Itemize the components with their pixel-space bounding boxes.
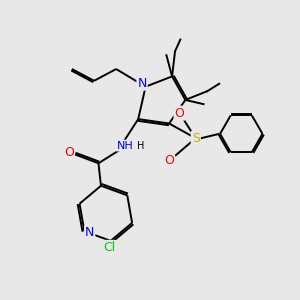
Text: O: O bbox=[175, 107, 184, 120]
Text: O: O bbox=[64, 146, 74, 159]
Text: S: S bbox=[192, 132, 200, 145]
Text: N: N bbox=[85, 226, 94, 239]
Text: O: O bbox=[164, 154, 174, 167]
Text: NH: NH bbox=[117, 141, 133, 151]
Text: N: N bbox=[137, 77, 147, 90]
Text: Cl: Cl bbox=[103, 241, 115, 254]
Text: H: H bbox=[137, 141, 145, 151]
